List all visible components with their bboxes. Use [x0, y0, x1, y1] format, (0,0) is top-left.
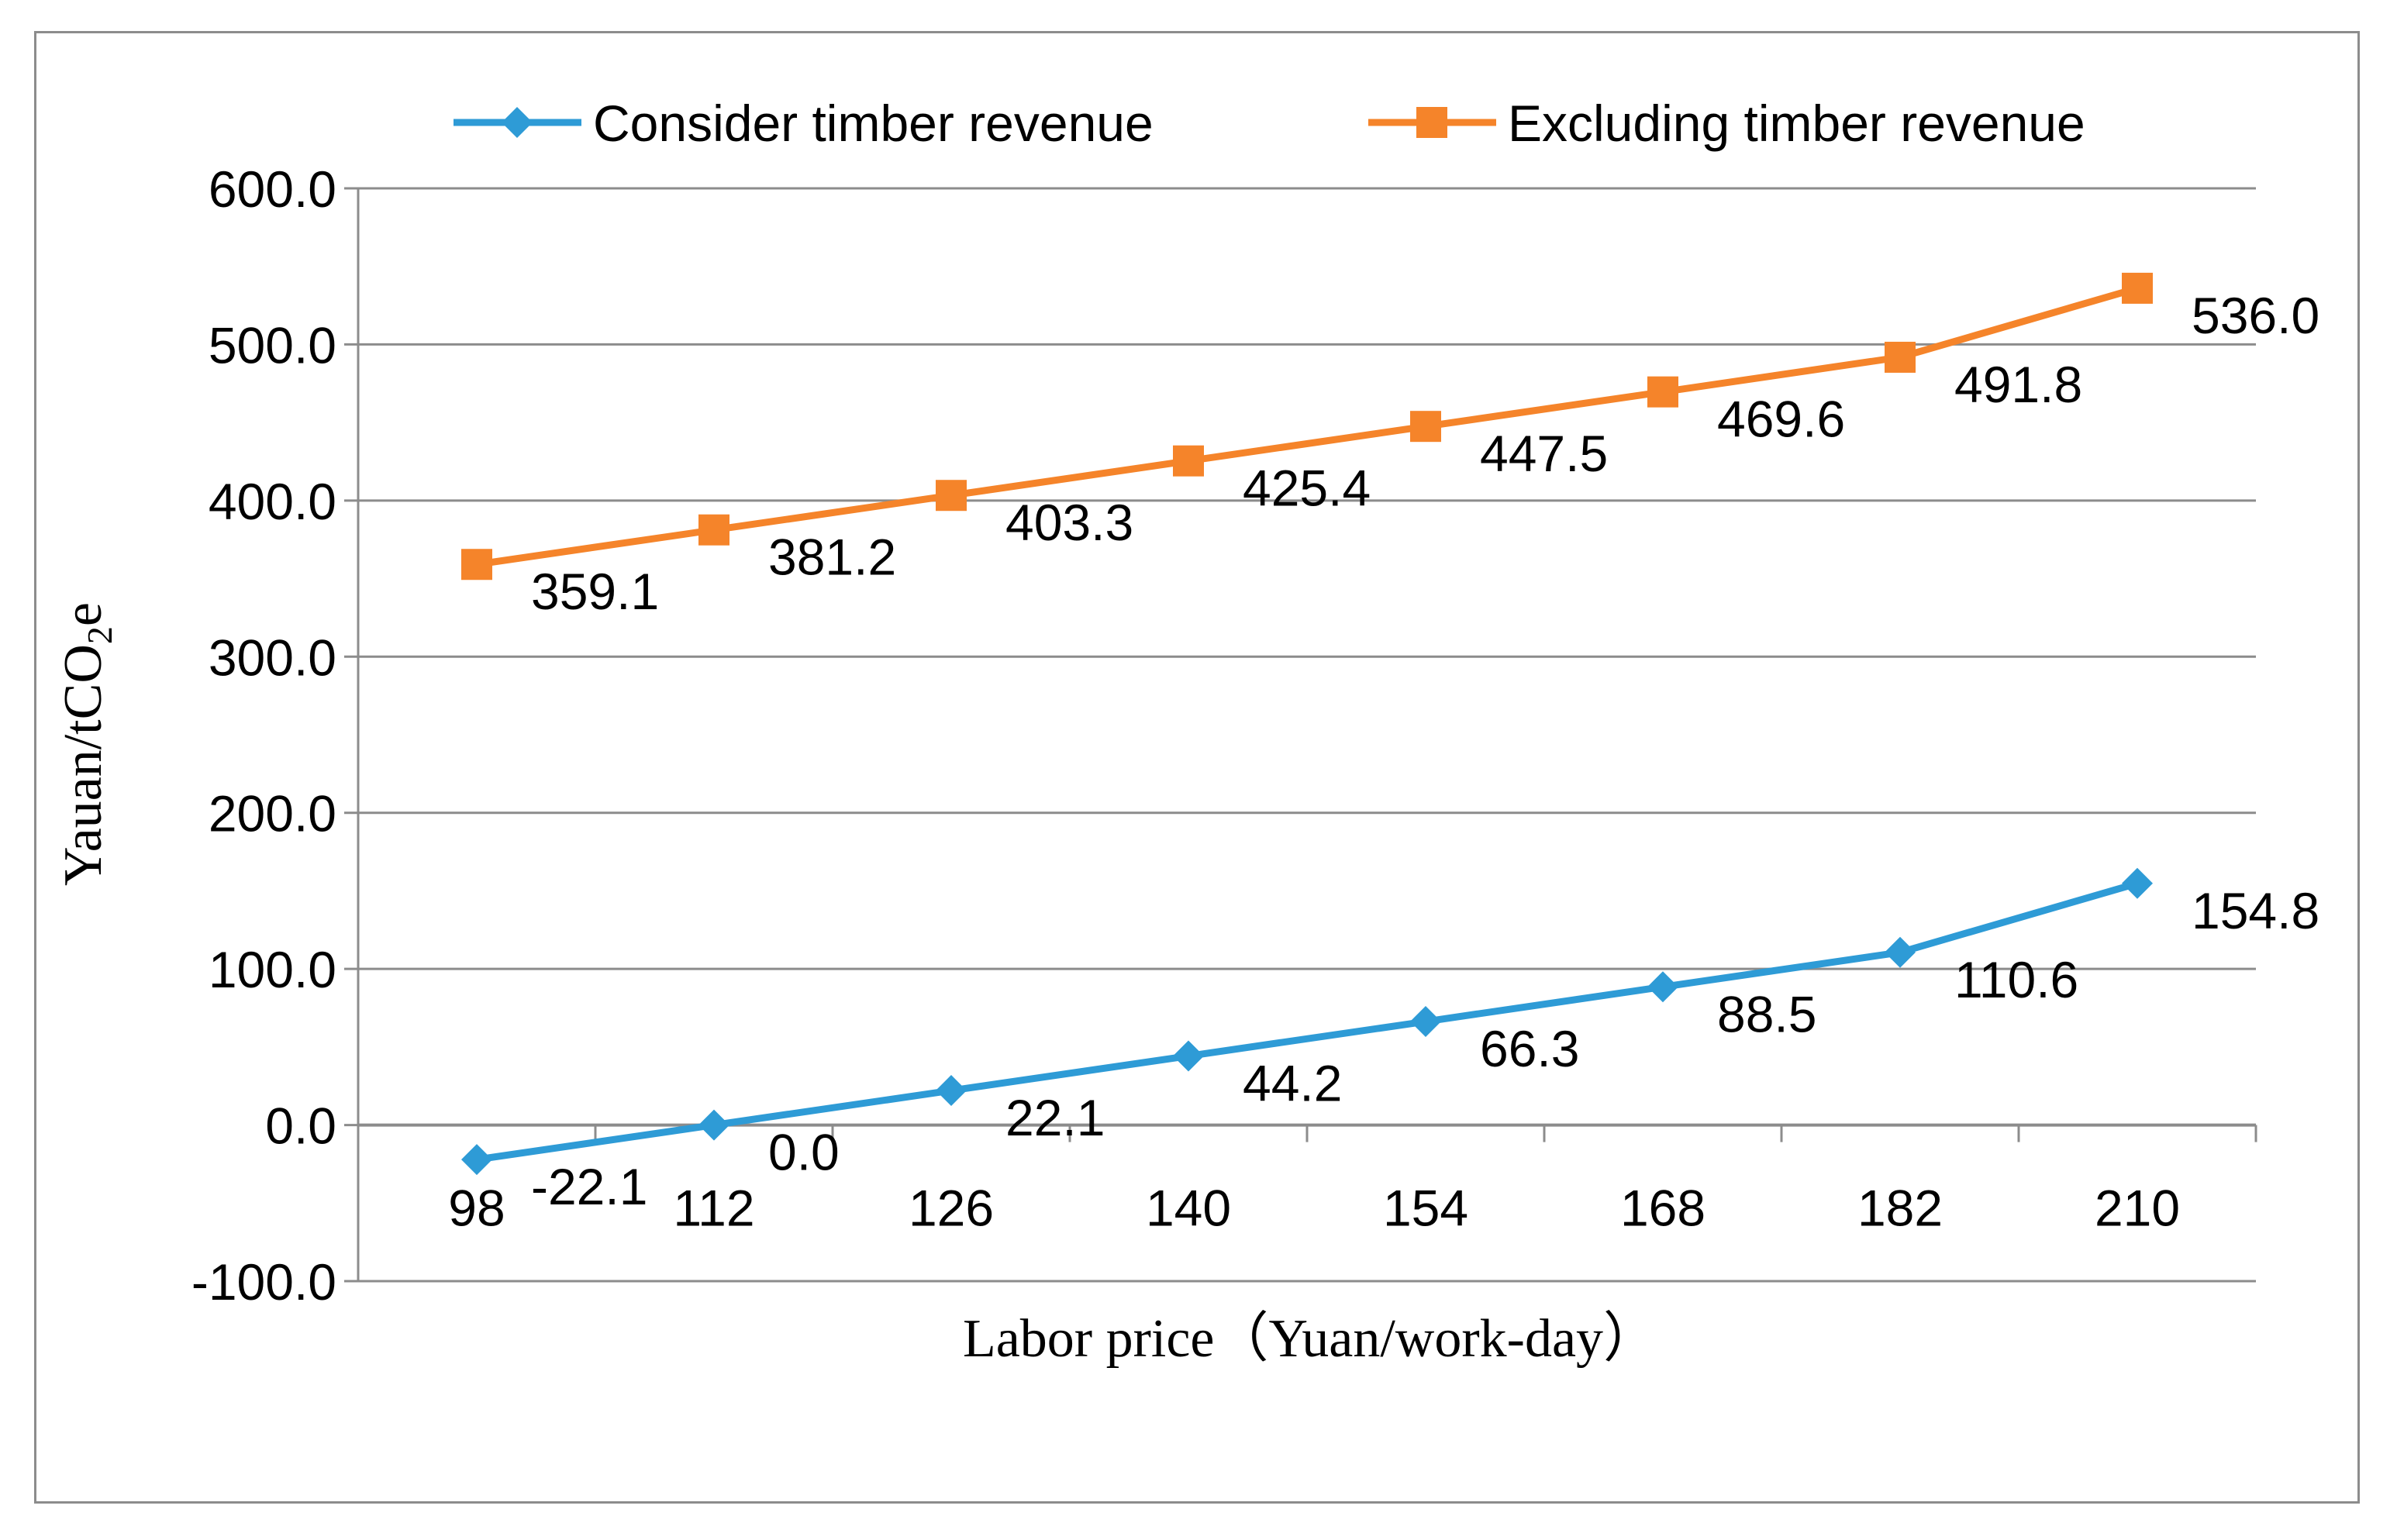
data-label: 447.5 [1480, 425, 1608, 482]
data-label: 44.2 [1243, 1055, 1342, 1112]
data-label: 359.1 [531, 563, 659, 620]
data-label: 425.4 [1243, 460, 1371, 517]
x-tick-label: 126 [909, 1180, 994, 1237]
data-point-diamond [1885, 936, 1916, 968]
x-tick-label: 154 [1383, 1180, 1468, 1237]
y-tick-label: 0.0 [265, 1097, 336, 1155]
y-tick-label: 100.0 [209, 941, 336, 998]
y-tick-label: 600.0 [209, 160, 336, 218]
chart-frame [34, 31, 2360, 1504]
axes: -100.0 0.0 100.0 200.0 300.0 400.0 500.0 600.0 9… [191, 160, 2257, 1311]
x-tick-label: 210 [2095, 1180, 2180, 1237]
data-point-diamond [2122, 867, 2153, 899]
y-tick-label: 400.0 [209, 473, 336, 530]
data-point-diamond [936, 1075, 967, 1107]
x-tick-label: 112 [673, 1180, 754, 1237]
data-label: 536.0 [2192, 287, 2319, 344]
data-label: 469.6 [1717, 391, 1845, 448]
y-tick-label: 200.0 [209, 785, 336, 842]
y-axis-title: Yauan/tCO2e [53, 602, 119, 886]
data-label: 88.5 [1717, 985, 1816, 1042]
data-point-square [936, 480, 967, 512]
series-line-1 [476, 880, 2139, 1163]
gridlines [358, 187, 2256, 1283]
legend-marker-square [1416, 107, 1447, 138]
data-point-square [2122, 272, 2153, 304]
data-point-square [698, 514, 729, 546]
y-tick-label: -100.0 [191, 1253, 336, 1311]
data-point-square [1410, 411, 1441, 443]
series-lines [461, 272, 2153, 1176]
data-label: 154.8 [2192, 882, 2319, 939]
data-point-diamond [1173, 1040, 1204, 1072]
legend: Consider timber revenue Excluding timber … [454, 95, 2085, 152]
series-line-2 [476, 284, 2139, 568]
legend-label-2: Excluding timber revenue [1508, 95, 2085, 152]
data-point-diamond [461, 1144, 492, 1176]
legend-label-1: Consider timber revenue [593, 95, 1154, 152]
x-tick-label: 168 [1620, 1180, 1705, 1237]
y-axis-title-tail: e [53, 602, 113, 626]
data-label: 66.3 [1480, 1020, 1579, 1077]
y-tick-label: 300.0 [209, 629, 336, 686]
data-label: 491.8 [1954, 356, 2082, 413]
data-label: -22.1 [531, 1158, 647, 1215]
data-label: 110.6 [1954, 951, 2078, 1008]
data-label: 381.2 [768, 529, 896, 586]
x-tick-label: 140 [1146, 1180, 1231, 1237]
data-label: 403.3 [1005, 494, 1133, 551]
y-tick-label: 500.0 [209, 316, 336, 374]
data-point-square [1647, 376, 1678, 408]
data-point-diamond [1410, 1006, 1441, 1038]
y-axis-title-subscript: 2 [80, 626, 119, 644]
x-axis-title: Labor price（Yuan/work-day） [963, 1309, 1657, 1369]
data-point-diamond [698, 1109, 729, 1141]
data-label: 0.0 [768, 1124, 840, 1181]
data-labels: -22.1 0.0 22.1 44.2 66.3 88.5 110.6 154.8 359.1 3… [531, 287, 2319, 1215]
data-point-diamond [1647, 971, 1678, 1003]
x-tick-label: 98 [448, 1180, 505, 1237]
x-tick-label: 182 [1857, 1180, 1943, 1237]
data-point-square [461, 549, 492, 581]
legend-marker-diamond [502, 107, 533, 138]
data-label: 22.1 [1005, 1089, 1105, 1146]
data-point-square [1885, 341, 1916, 373]
data-point-square [1173, 445, 1204, 477]
y-axis-title-main: Yauan/tCO [53, 644, 113, 886]
